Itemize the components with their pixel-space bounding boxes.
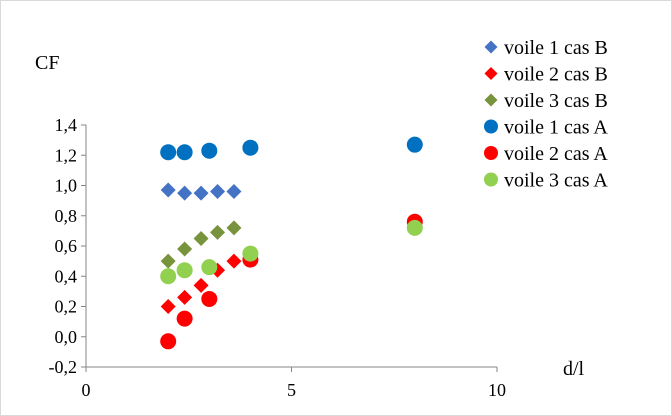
- series-1: [160, 182, 242, 201]
- data-point: [160, 144, 177, 161]
- data-point: [160, 253, 176, 269]
- legend: voile 1 cas B voile 2 cas B voile 3 cas B v…: [484, 37, 608, 192]
- y-tick-label: 1,0: [55, 176, 78, 196]
- data-point: [193, 277, 209, 293]
- data-point: [210, 184, 226, 200]
- y-tick-label: 0,4: [55, 266, 78, 286]
- legend-label: voile 3 cas B: [504, 90, 608, 112]
- data-points: [160, 136, 423, 350]
- y-tick-label: 1,2: [55, 145, 78, 165]
- legend-item: voile 3 cas B: [484, 90, 608, 112]
- legend-label: voile 2 cas B: [504, 64, 608, 86]
- axes: -0,2 0,0 0,2 0,4 0,6 0,8 1,0 1,2 1,4 0 5 10: [49, 115, 507, 400]
- data-point: [177, 289, 193, 305]
- series-4: [160, 136, 423, 161]
- x-tick-label: 10: [488, 380, 506, 400]
- series-3: [160, 220, 242, 269]
- y-tick-label: 0,2: [55, 297, 78, 317]
- x-tick-label: 5: [287, 380, 296, 400]
- legend-item: voile 2 cas A: [484, 143, 608, 165]
- series-6: [160, 219, 423, 285]
- legend-marker: [484, 146, 498, 160]
- legend-label: voile 3 cas A: [504, 170, 608, 192]
- y-axis-title: CF: [35, 52, 59, 74]
- data-point: [242, 245, 259, 262]
- legend-item: voile 1 cas B: [484, 37, 608, 59]
- legend-label: voile 1 cas A: [504, 117, 608, 139]
- data-point: [201, 142, 218, 159]
- data-point: [193, 230, 209, 246]
- y-tick-label: 0,0: [55, 327, 78, 347]
- y-tick-label: -0,2: [49, 357, 78, 377]
- y-tick-label: 0,8: [55, 206, 78, 226]
- legend-marker: [484, 40, 498, 54]
- data-point: [177, 185, 193, 201]
- data-point: [176, 262, 193, 279]
- data-point: [176, 144, 193, 161]
- data-point: [226, 253, 242, 269]
- data-point: [176, 310, 193, 327]
- legend-item: voile 3 cas A: [484, 170, 608, 192]
- legend-marker: [484, 67, 498, 80]
- legend-label: voile 2 cas A: [504, 143, 608, 165]
- data-point: [406, 136, 423, 153]
- legend-marker: [484, 93, 498, 107]
- data-point: [177, 241, 193, 257]
- data-point: [193, 185, 209, 201]
- x-axis-title: d/l: [563, 358, 585, 380]
- data-point: [210, 224, 226, 240]
- data-point: [226, 220, 242, 236]
- y-tick-label: 0,6: [55, 236, 78, 256]
- data-point: [242, 139, 259, 156]
- data-point: [226, 184, 242, 200]
- legend-label: voile 1 cas B: [504, 37, 608, 59]
- legend-marker: [484, 119, 498, 134]
- legend-item: voile 1 cas A: [484, 117, 608, 139]
- data-point: [160, 299, 176, 314]
- data-point: [201, 290, 218, 307]
- data-point: [201, 259, 218, 276]
- data-point: [160, 333, 177, 350]
- x-tick-label: 0: [82, 380, 91, 400]
- legend-item: voile 2 cas B: [484, 64, 608, 86]
- data-point: [406, 219, 423, 236]
- data-point: [160, 268, 177, 285]
- series-2: [160, 253, 242, 314]
- data-point: [160, 182, 176, 198]
- y-tick-label: 1,4: [55, 115, 78, 135]
- legend-marker: [484, 172, 498, 187]
